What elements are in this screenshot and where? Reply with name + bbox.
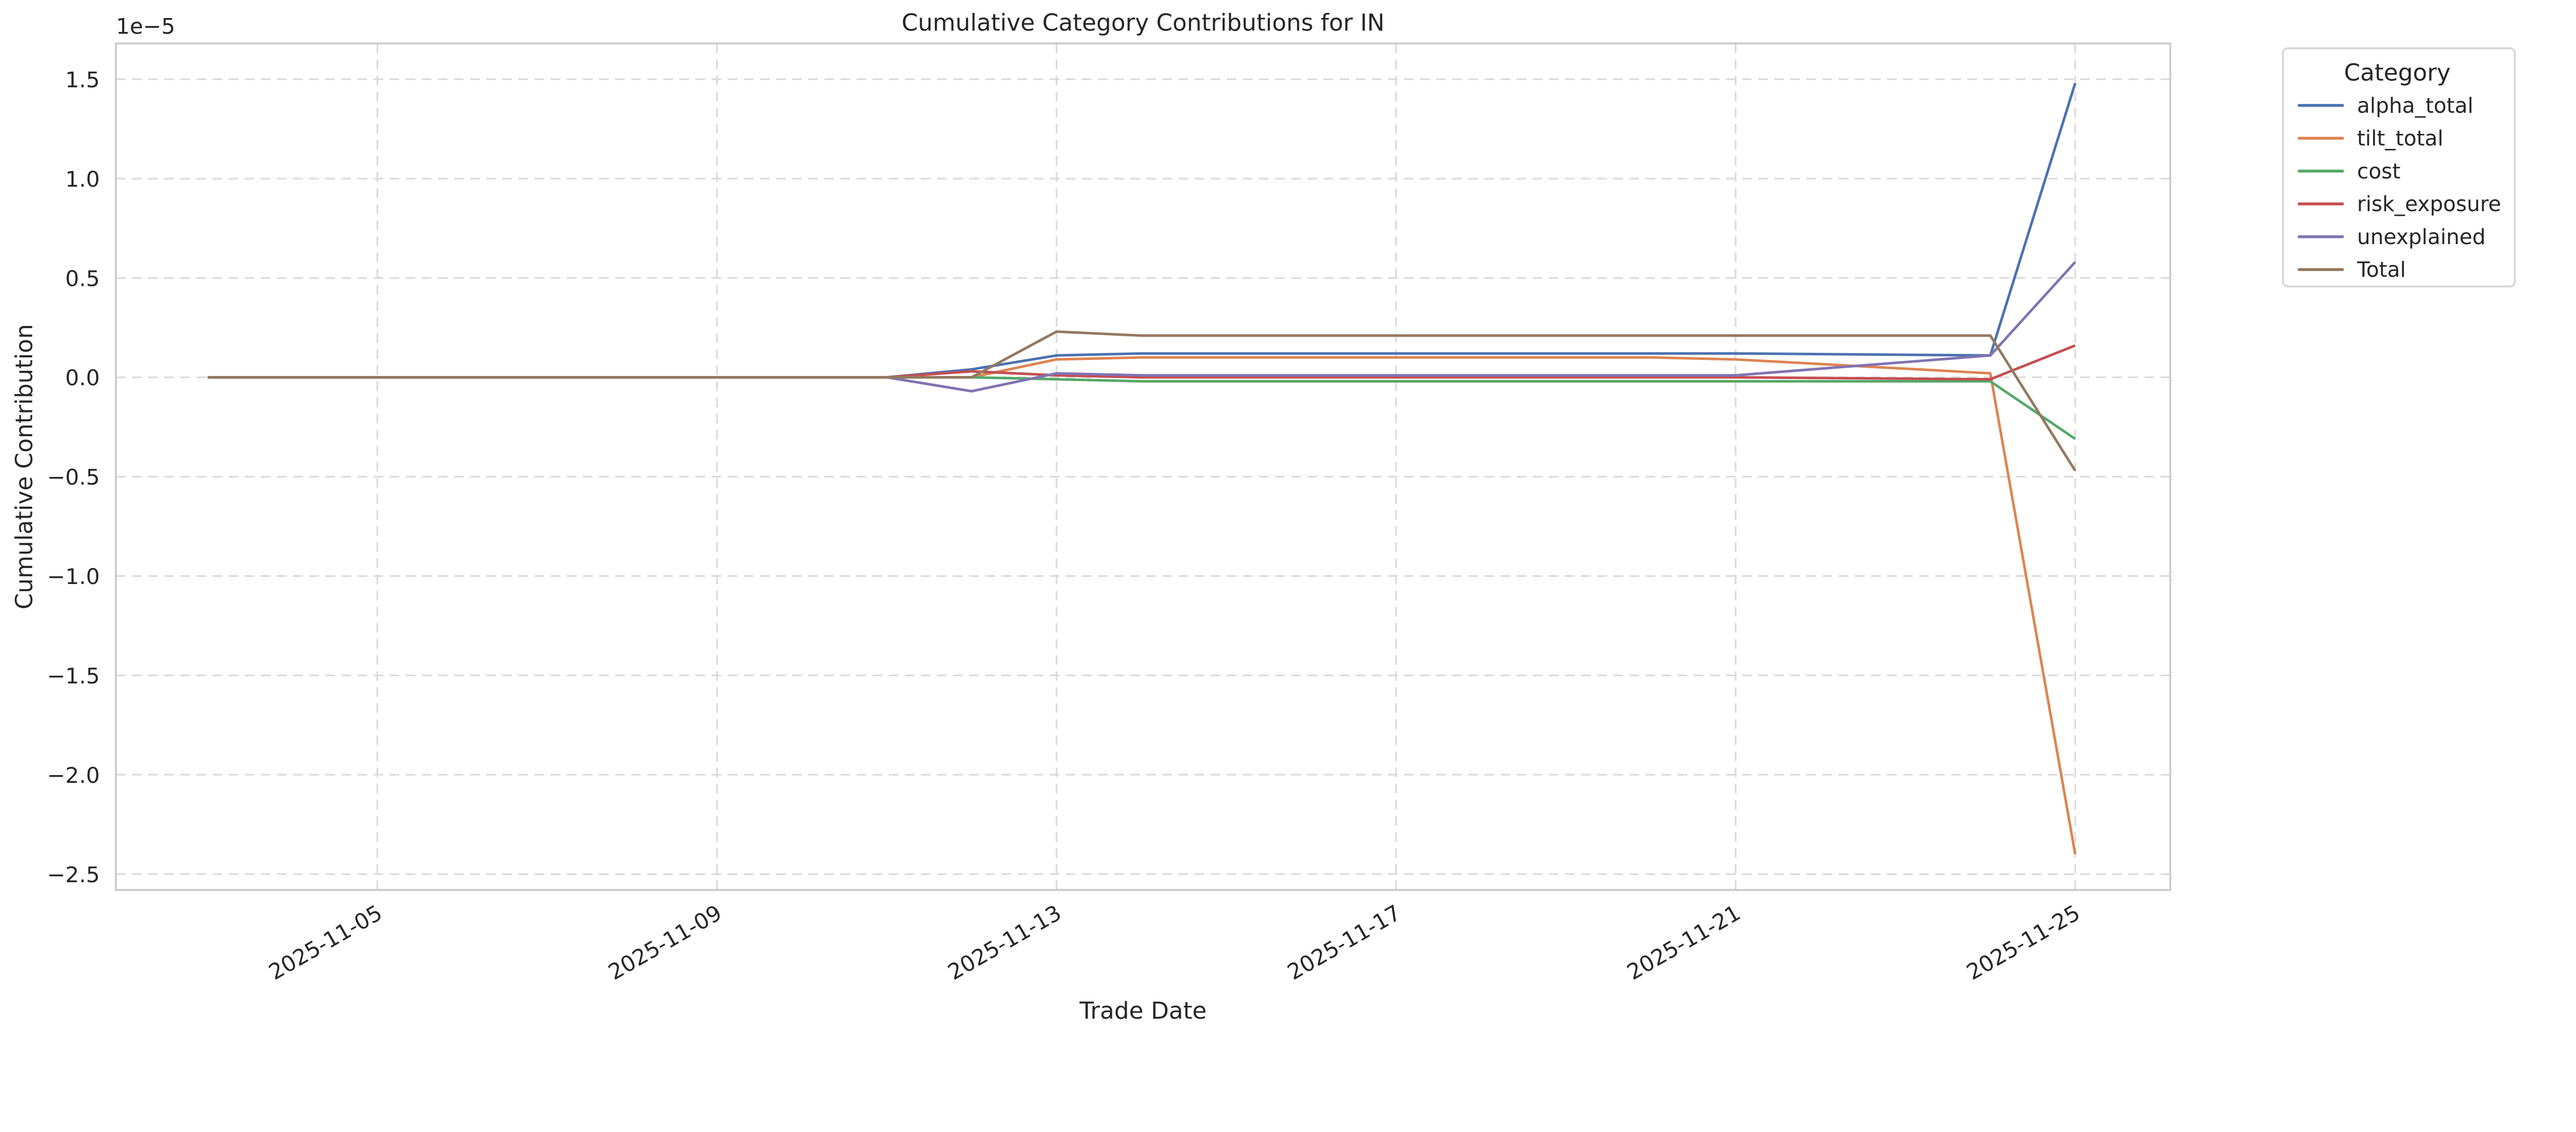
x-axis-label: Trade Date [1079,997,1207,1024]
figure-background [0,0,2576,1057]
y-tick-label: 0.5 [65,266,100,291]
legend-box [2282,47,2516,288]
y-tick-label: −0.5 [47,465,99,490]
y-tick-label: −1.5 [47,663,99,689]
legend-label: Total [2357,258,2406,282]
y-scale-offset-label: 1e−5 [116,14,175,39]
y-axis-label: Cumulative Contribution [10,324,38,609]
plot-frame [115,42,2172,891]
series-line-total [207,330,2077,472]
y-tick-label: 1.0 [65,166,100,192]
legend-label: cost [2357,159,2400,183]
y-tick-labels: 1.5 1.0 0.5 0.0 −0.5 −1.0 −1.5 −2.0 −2.5 [47,67,99,887]
line-chart: 2025-11-05 2025-11-09 2025-11-13 2025-11-17… [0,0,2576,1057]
y-tick-label: −2.5 [47,862,99,887]
legend-label: tilt_total [2357,126,2444,151]
legend-label: alpha_total [2357,93,2473,118]
y-tick-label: 1.5 [65,67,100,92]
y-tick-label: −1.0 [47,564,99,589]
y-tick-label: −2.0 [47,763,99,788]
legend-label: unexplained [2357,225,2486,249]
chart-title: Cumulative Category Contributions for IN [902,9,1384,36]
legend-label: risk_exposure [2357,192,2501,216]
legend-title: Category [2344,59,2451,86]
series-lines [207,82,2077,855]
y-tick-label: 0.0 [65,365,100,390]
